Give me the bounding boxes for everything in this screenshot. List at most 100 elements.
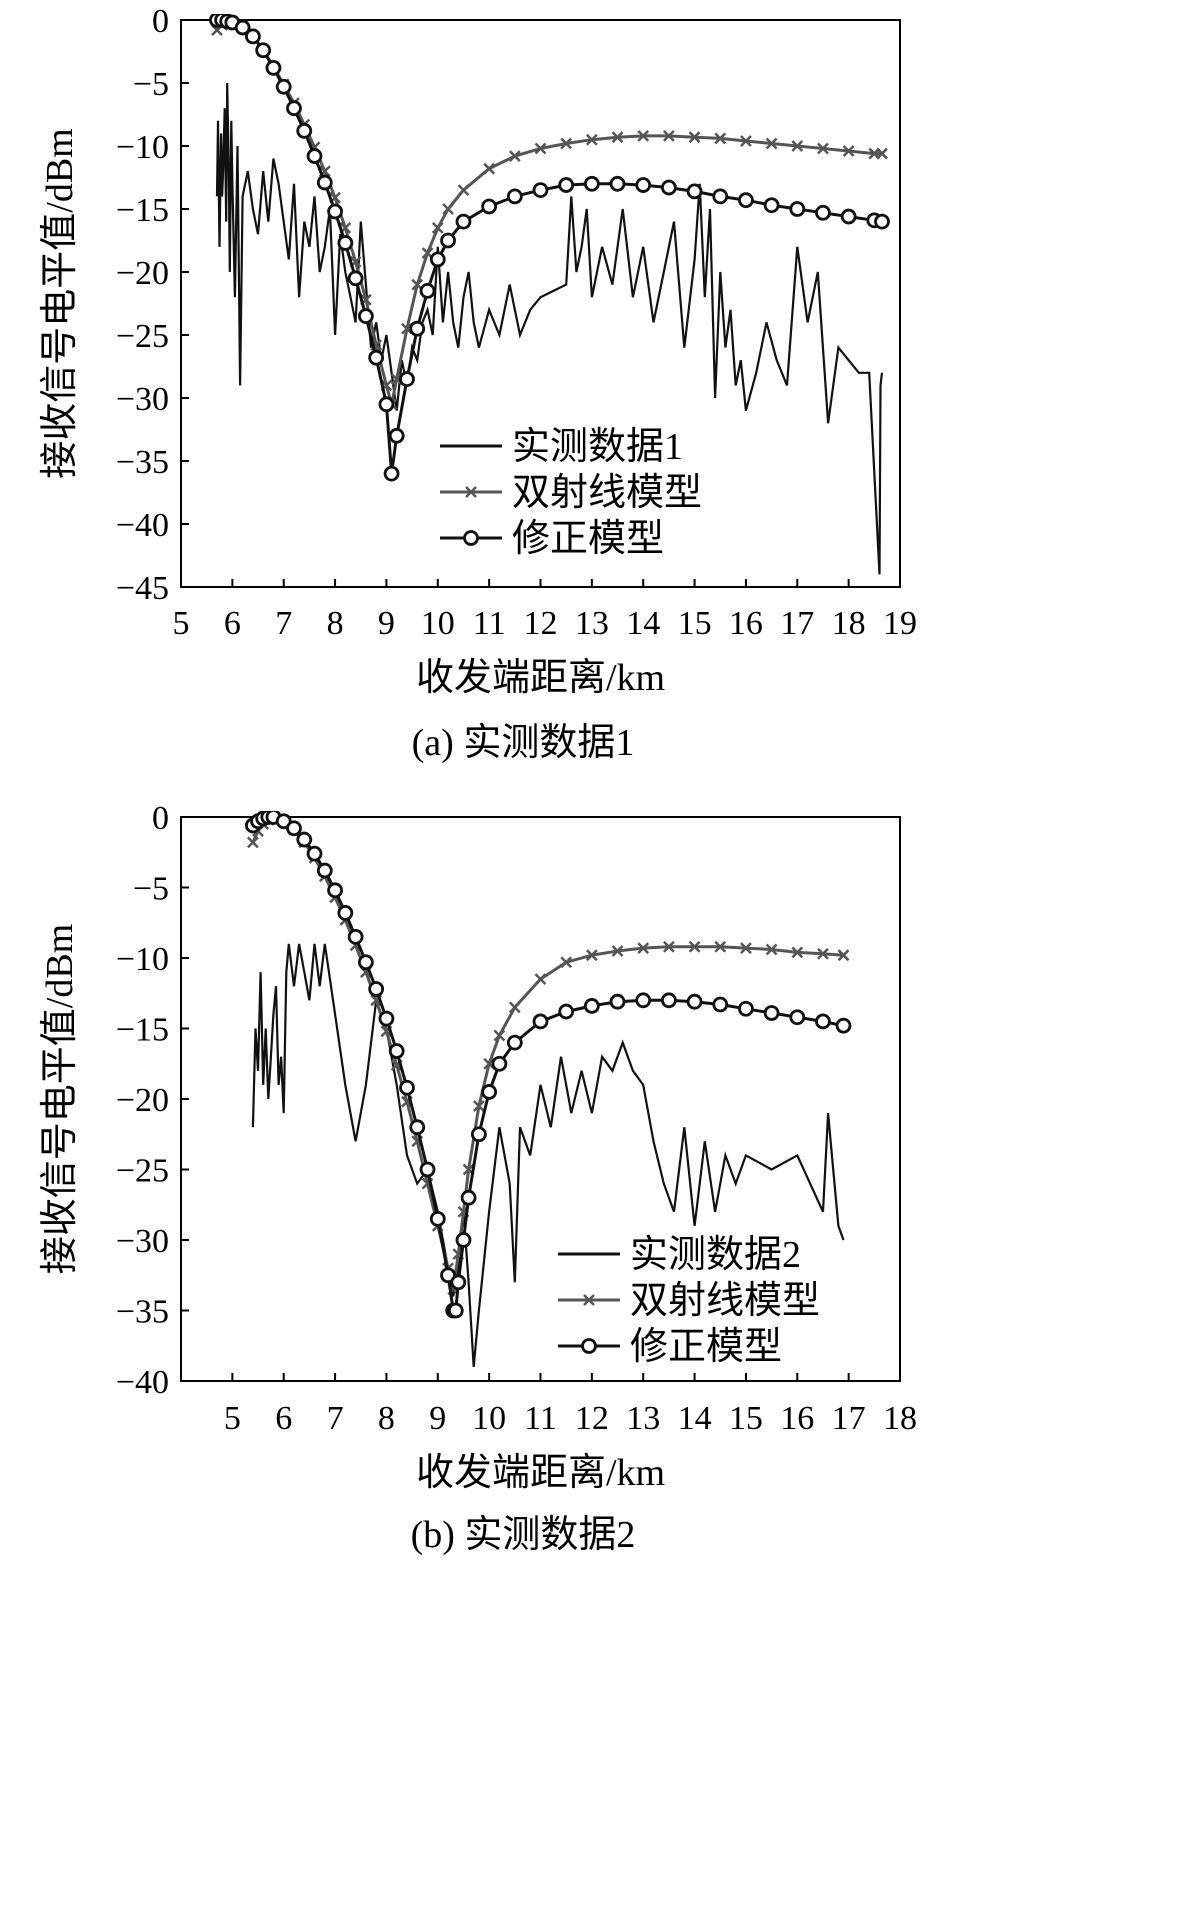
x-tick-label: 8: [327, 605, 344, 642]
data-point-x-marker: [585, 133, 598, 146]
chart-panel-b: 5 6 7 8 9 10 11 12 13 14 15 16 17 18 0 −5 −10 −15 −20 −25 −3…: [0, 780, 1181, 1931]
data-point-circle-marker: [234, 19, 251, 36]
y-tick-label: −40: [116, 1364, 169, 1401]
data-point-x-marker: [472, 1100, 485, 1112]
data-point-circle-marker: [378, 1010, 395, 1027]
data-point-circle-marker: [558, 1003, 575, 1020]
data-point-x-marker: [508, 1001, 521, 1014]
data-point-circle-marker: [738, 192, 754, 209]
legend-label-2: 修正模型: [630, 1326, 782, 1368]
data-point-circle-marker: [327, 882, 343, 899]
plot-series-group: [209, 14, 890, 575]
data-point-circle-marker: [609, 175, 626, 192]
data-point-circle-marker: [399, 371, 415, 388]
data-point-x-marker: [585, 949, 598, 962]
data-point-circle-marker: [409, 320, 426, 337]
y-axis-label: 接收信号电平值/dBm: [39, 128, 81, 478]
chart-caption: (b) 实测数据2: [411, 1514, 636, 1556]
y-tick-label: −20: [116, 1082, 169, 1119]
y-tick-label: −15: [116, 192, 169, 229]
data-point-circle-marker: [383, 465, 400, 482]
data-point-circle-marker: [660, 992, 677, 1009]
x-tick-label: 13: [626, 1400, 660, 1437]
data-point-x-marker: [876, 147, 888, 160]
data-point-circle-marker: [815, 1013, 831, 1030]
y-tick-label: −30: [116, 381, 169, 418]
y-tick-label: 0: [152, 800, 169, 837]
data-point-circle-marker: [286, 820, 302, 837]
data-point-x-marker: [688, 131, 701, 144]
data-point-x-marker: [457, 184, 470, 196]
legend-circle-marker: [581, 1338, 597, 1354]
y-tick-label: −5: [133, 66, 169, 103]
data-point-circle-marker: [686, 993, 703, 1010]
data-point-circle-marker: [357, 308, 374, 325]
data-point-circle-marker: [419, 282, 436, 299]
data-point-x-marker: [534, 142, 547, 155]
x-tick-label: 14: [678, 1400, 712, 1437]
data-point-circle-marker: [660, 179, 677, 196]
data-point-circle-marker: [455, 213, 472, 230]
series-line-1: [215, 19, 882, 405]
x-tick-label: 5: [173, 605, 190, 642]
data-point-circle-marker: [491, 1055, 508, 1072]
data-point-x-marker: [442, 203, 454, 215]
data-point-x-marker: [817, 947, 829, 960]
data-point-x-marker: [637, 942, 650, 955]
data-point-circle-marker: [874, 213, 890, 230]
x-tick-label: 17: [832, 1400, 866, 1437]
data-point-circle-marker: [337, 235, 354, 251]
legend-x-marker: [583, 1294, 595, 1306]
y-tick-label: −25: [116, 318, 169, 355]
y-tick-label: −5: [133, 871, 169, 908]
data-point-x-marker: [765, 943, 778, 956]
data-point-circle-marker: [712, 996, 729, 1013]
data-point-x-marker: [637, 130, 650, 142]
legend-x-marker: [465, 486, 477, 498]
data-point-circle-marker: [609, 993, 626, 1010]
x-axis-label: 收发端距离/km: [416, 657, 665, 699]
data-point-circle-marker: [532, 1013, 549, 1030]
data-point-circle-marker: [447, 1302, 464, 1319]
data-point-circle-marker: [738, 1000, 754, 1017]
data-point-circle-marker: [840, 208, 857, 225]
chart-b-svg: 5 6 7 8 9 10 11 12 13 14 15 16 17 18 0 −5 −10 −15 −20 −25 −3…: [39, 800, 917, 1556]
legend-label-1: 双射线模型: [630, 1280, 820, 1322]
data-point-circle-marker: [789, 1009, 806, 1026]
data-point-circle-marker: [306, 845, 323, 862]
y-tick-label: −35: [116, 1294, 169, 1331]
data-point-x-marker: [817, 142, 829, 155]
legend-label-1: 双射线模型: [512, 472, 702, 514]
x-tick-label: 8: [378, 1400, 395, 1437]
data-point-circle-marker: [337, 904, 354, 921]
data-point-circle-marker: [835, 1017, 852, 1034]
data-point-circle-marker: [460, 1189, 477, 1206]
data-point-circle-marker: [296, 831, 313, 848]
x-tick-label: 11: [524, 1400, 557, 1437]
x-tick-label: 12: [575, 1400, 609, 1437]
series-line-0: [215, 82, 884, 575]
x-tick-label: 15: [678, 605, 712, 642]
data-point-circle-marker: [583, 175, 600, 192]
data-point-circle-marker: [255, 42, 272, 59]
data-point-x-marker: [560, 956, 573, 969]
chart-caption: (a) 实测数据1: [412, 722, 635, 764]
data-point-circle-marker: [265, 59, 282, 76]
legend-label-2: 修正模型: [512, 518, 664, 560]
data-point-x-marker: [791, 946, 804, 959]
data-point-circle-marker: [506, 188, 523, 205]
data-point-circle-marker: [275, 813, 292, 830]
chart-a-svg: 5 6 7 8 9 10 11 12 13 14 15 16 17 18 19 0 −5 −10 −15 −20 −25…: [39, 3, 917, 764]
data-point-x-marker: [714, 940, 727, 953]
x-tick-label: 17: [780, 605, 814, 642]
x-tick-label: 7: [275, 605, 292, 642]
x-tick-label: 13: [575, 605, 609, 642]
data-point-x-marker: [842, 145, 855, 157]
x-tick-label: 7: [327, 1400, 344, 1437]
x-tick-label: 16: [729, 605, 763, 642]
data-point-circle-marker: [481, 198, 498, 215]
data-point-circle-marker: [316, 862, 333, 879]
x-tick-label: 14: [626, 605, 660, 642]
data-point-x-marker: [688, 940, 701, 953]
